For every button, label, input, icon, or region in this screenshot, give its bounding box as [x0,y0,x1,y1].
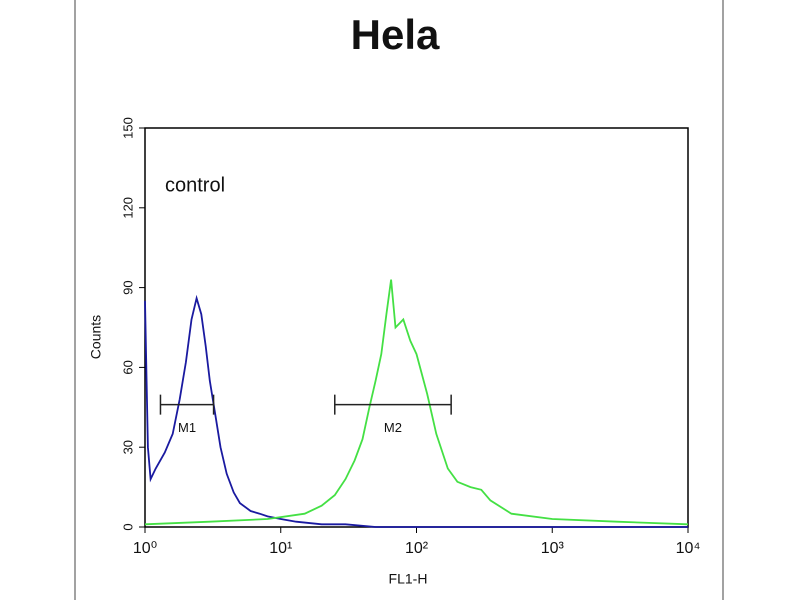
y-tick-label: 90 [120,280,135,294]
x-tick-label: 10⁴ [676,540,701,557]
plot-frame [144,127,689,528]
marker-label: M1 [178,420,196,435]
series-line [144,279,689,526]
y-axis-label: Counts [88,315,104,359]
annotation: control [165,174,225,196]
x-tick-label: 10² [405,540,429,557]
x-tick-label: 10⁰ [133,540,157,557]
marker-label: M2 [384,420,402,435]
series-line [144,294,688,528]
y-tick-label: 60 [120,360,135,374]
y-tick-label: 120 [120,197,135,219]
x-tick-label: 10³ [541,540,565,557]
x-axis-label: FL1-H [389,571,428,587]
x-tick-label: 10¹ [269,540,292,557]
chart-title: Hela [351,11,440,58]
y-tick-label: 150 [120,117,135,139]
y-tick-label: 0 [120,523,135,530]
y-tick-label: 30 [120,440,135,454]
